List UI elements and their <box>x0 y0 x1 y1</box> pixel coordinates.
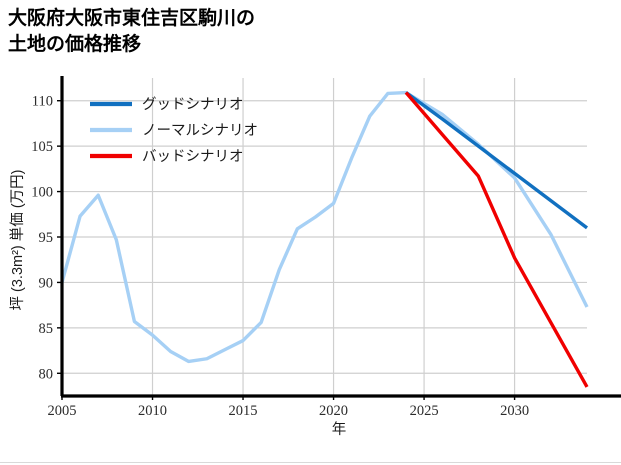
page-title: 大阪府大阪市東住吉区駒川の 土地の価格推移 <box>8 8 256 55</box>
y-axis-label: 坪 (3.3m²) 単価 (万円) <box>9 170 26 311</box>
x-axis-label: 年 <box>332 421 347 438</box>
legend-label[interactable]: グッドシナリオ <box>142 96 244 113</box>
x-tick-label: 2020 <box>319 403 348 419</box>
y-tick-label: 95 <box>39 230 54 246</box>
y-tick-label: 80 <box>39 366 54 382</box>
y-tick-label: 105 <box>31 139 53 155</box>
data-series-layer <box>60 90 589 388</box>
legend-label[interactable]: ノーマルシナリオ <box>142 123 258 139</box>
y-tick-labels: 80 85 90 95 100 105 110 <box>31 94 62 382</box>
x-tick-label: 2010 <box>138 403 167 419</box>
series-line <box>60 90 589 364</box>
x-tick-labels: 2005 2010 2015 2020 2025 2030 <box>48 396 529 419</box>
y-tick-label: 85 <box>39 321 54 337</box>
y-tick-label: 90 <box>39 275 54 291</box>
legend-label[interactable]: バッドシナリオ <box>142 149 244 165</box>
x-tick-label: 2030 <box>500 403 529 419</box>
x-tick-label: 2015 <box>229 403 258 419</box>
bottom-divider <box>0 462 621 463</box>
y-tick-label: 100 <box>31 185 53 201</box>
series-line <box>404 91 589 388</box>
gridlines <box>61 78 587 396</box>
axis-spines <box>60 76 621 398</box>
y-tick-label: 110 <box>32 94 53 110</box>
series-line <box>404 91 589 230</box>
x-tick-label: 2005 <box>48 403 77 419</box>
x-tick-label: 2025 <box>410 403 439 419</box>
